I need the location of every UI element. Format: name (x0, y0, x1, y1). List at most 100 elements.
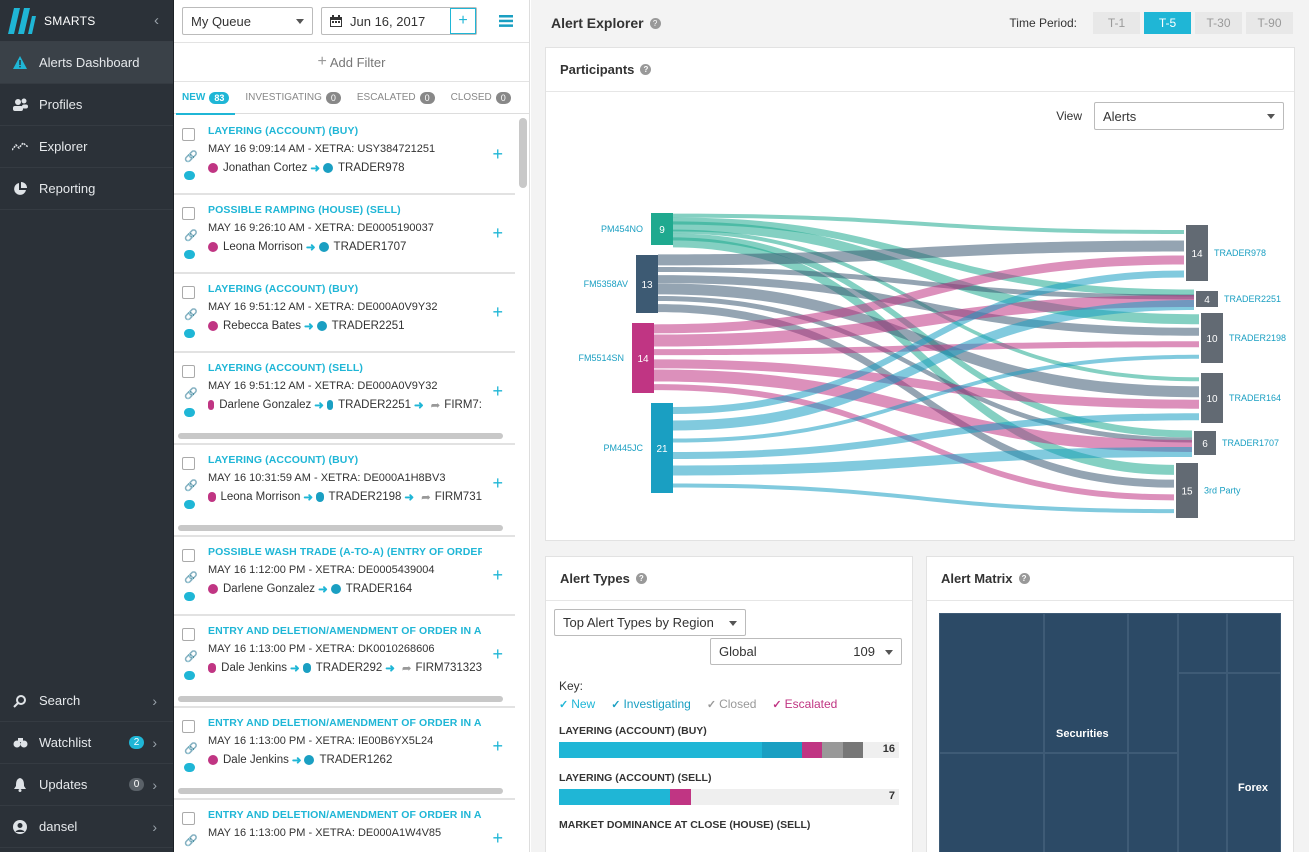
chord-ribbon[interactable] (654, 359, 1199, 409)
time-period-t30[interactable]: T-30 (1195, 12, 1242, 34)
chord-ribbon[interactable] (673, 237, 1174, 475)
chord-node-right[interactable] (1176, 463, 1198, 518)
treemap-cell[interactable] (1227, 613, 1281, 673)
add-alert-icon[interactable]: + (492, 302, 503, 322)
collapse-sidebar-icon[interactable]: ‹ (154, 12, 159, 29)
chord-ribbon[interactable] (654, 384, 1174, 501)
comment-icon[interactable] (184, 408, 195, 417)
chord-ribbon[interactable] (654, 369, 1192, 453)
chord-node-right[interactable] (1201, 373, 1223, 423)
comment-icon[interactable] (184, 500, 195, 509)
treemap-cell[interactable] (1044, 613, 1128, 753)
tab-new[interactable]: NEW 83 (175, 82, 236, 115)
tab-closed[interactable]: CLOSED 0 (451, 82, 511, 114)
chord-ribbon[interactable] (673, 447, 1192, 476)
alert-title[interactable]: POSSIBLE WASH TRADE (A-TO-A) (ENTRY OF O… (208, 546, 482, 558)
treemap-cell[interactable] (1227, 673, 1281, 852)
sidebar-item-explorer[interactable]: Explorer (0, 126, 173, 168)
queue-selector[interactable]: My Queue (182, 7, 313, 35)
alert-title[interactable]: ENTRY AND DELETION/AMENDMENT OF ORDER IN… (208, 717, 482, 729)
help-icon[interactable]: ? (1018, 573, 1030, 584)
alert-title[interactable]: LAYERING (ACCOUNT) (BUY) (208, 283, 359, 295)
alert-list-item[interactable]: 🔗 LAYERING (ACCOUNT) (BUY) MAY 16 10:31:59… (174, 445, 515, 537)
add-alert-icon[interactable]: + (492, 644, 503, 664)
chord-node-left[interactable] (651, 403, 673, 493)
alert-checkbox[interactable] (182, 812, 195, 825)
sidebar-item-profiles[interactable]: Profiles (0, 84, 173, 126)
add-alert-icon[interactable]: + (492, 473, 503, 493)
comment-icon[interactable] (184, 250, 195, 259)
alert-list-item[interactable]: 🔗 POSSIBLE WASH TRADE (A-TO-A) (ENTRY OF … (174, 537, 515, 616)
alert-title[interactable]: LAYERING (ACCOUNT) (BUY) (208, 454, 359, 466)
horizontal-scrollbar[interactable] (178, 525, 503, 531)
add-alert-icon[interactable]: + (492, 223, 503, 243)
chord-ribbon[interactable] (658, 304, 1174, 488)
alert-checkbox[interactable] (182, 720, 195, 733)
alert-list-item[interactable]: 🔗 ENTRY AND DELETION/AMENDMENT OF ORDER I… (174, 708, 515, 800)
comment-icon[interactable] (184, 329, 195, 338)
time-period-t5[interactable]: T-5 (1144, 12, 1191, 34)
menu-icon[interactable] (499, 15, 513, 27)
treemap-cell[interactable] (1128, 753, 1178, 852)
alert-title[interactable]: LAYERING (ACCOUNT) (SELL) (208, 362, 363, 374)
add-alert-icon[interactable]: + (492, 381, 503, 401)
key-item[interactable]: ✓ New (559, 697, 595, 711)
help-icon[interactable]: ? (640, 64, 652, 75)
chord-node-right[interactable] (1194, 431, 1216, 455)
chord-ribbon[interactable] (673, 270, 1184, 415)
alert-checkbox[interactable] (182, 549, 195, 562)
chord-node-left[interactable] (636, 255, 658, 313)
treemap-cell[interactable] (1044, 753, 1128, 852)
help-icon[interactable]: ? (635, 573, 647, 584)
add-alert-icon[interactable]: + (492, 736, 503, 756)
alert-list-item[interactable]: 🔗 LAYERING (ACCOUNT) (SELL) MAY 16 9:51:12… (174, 353, 515, 445)
add-filter-button[interactable]: + Add Filter (174, 42, 529, 82)
chord-node-right[interactable] (1196, 291, 1218, 307)
horizontal-scrollbar[interactable] (178, 788, 503, 794)
alert-checkbox[interactable] (182, 207, 195, 220)
alert-list-scrollbar[interactable] (519, 118, 527, 188)
alert-checkbox[interactable] (182, 286, 195, 299)
chord-ribbon[interactable] (658, 275, 1199, 336)
alert-list-item[interactable]: 🔗 ENTRY AND DELETION/AMENDMENT OF ORDER I… (174, 616, 515, 708)
alert-title[interactable]: POSSIBLE RAMPING (HOUSE) (SELL) (208, 204, 401, 216)
alert-title[interactable]: ENTRY AND DELETION/AMENDMENT OF ORDER IN… (208, 809, 482, 821)
chord-ribbon[interactable] (658, 240, 1184, 266)
comment-icon[interactable] (184, 671, 195, 680)
sidebar-item-search[interactable]: Search › (0, 680, 173, 722)
chord-ribbon[interactable] (654, 341, 1199, 356)
sidebar-item-alerts-dashboard[interactable]: Alerts Dashboard (0, 42, 173, 84)
comment-icon[interactable] (184, 592, 195, 601)
chord-node-right[interactable] (1186, 225, 1208, 281)
sidebar-item-reporting[interactable]: Reporting (0, 168, 173, 210)
time-period-t1[interactable]: T-1 (1093, 12, 1140, 34)
alert-checkbox[interactable] (182, 457, 195, 470)
treemap-cell[interactable] (1178, 673, 1227, 852)
chord-ribbon[interactable] (673, 483, 1174, 514)
sidebar-item-user[interactable]: dansel › (0, 806, 173, 848)
alert-checkbox[interactable] (182, 628, 195, 641)
chord-ribbon[interactable] (673, 213, 1184, 234)
alert-type-bar-group[interactable]: LAYERING (ACCOUNT) (SELL) 7 (559, 772, 912, 805)
time-period-t90[interactable]: T-90 (1246, 12, 1293, 34)
horizontal-scrollbar[interactable] (178, 433, 503, 439)
chord-node-left[interactable] (651, 213, 673, 245)
chord-ribbon[interactable] (658, 267, 1194, 300)
sidebar-item-updates[interactable]: Updates 0 › (0, 764, 173, 806)
alert-type-bar-group[interactable]: LAYERING (ACCOUNT) (BUY) 16 (559, 725, 912, 758)
treemap-cell[interactable] (939, 753, 1044, 852)
key-item[interactable]: ✓ Closed (707, 697, 757, 711)
alert-list-item[interactable]: 🔗 LAYERING (ACCOUNT) (BUY) MAY 16 9:09:14 … (174, 116, 515, 195)
chord-node-left[interactable] (632, 323, 654, 393)
chord-ribbon[interactable] (654, 295, 1194, 347)
treemap-cell[interactable] (1128, 613, 1178, 753)
chord-ribbon[interactable] (673, 413, 1199, 459)
view-dropdown[interactable]: Alerts (1094, 102, 1284, 130)
alert-title[interactable]: LAYERING (ACCOUNT) (BUY) (208, 125, 359, 137)
alert-type-dropdown[interactable]: Top Alert Types by Region (554, 609, 746, 636)
region-dropdown[interactable]: Global 109 (710, 638, 902, 665)
alert-list-item[interactable]: 🔗 ENTRY AND DELETION/AMENDMENT OF ORDER I… (174, 800, 515, 852)
tab-escalated[interactable]: ESCALATED 0 (357, 82, 435, 114)
alert-title[interactable]: ENTRY AND DELETION/AMENDMENT OF ORDER IN… (208, 625, 482, 637)
add-alert-icon[interactable]: + (492, 144, 503, 164)
